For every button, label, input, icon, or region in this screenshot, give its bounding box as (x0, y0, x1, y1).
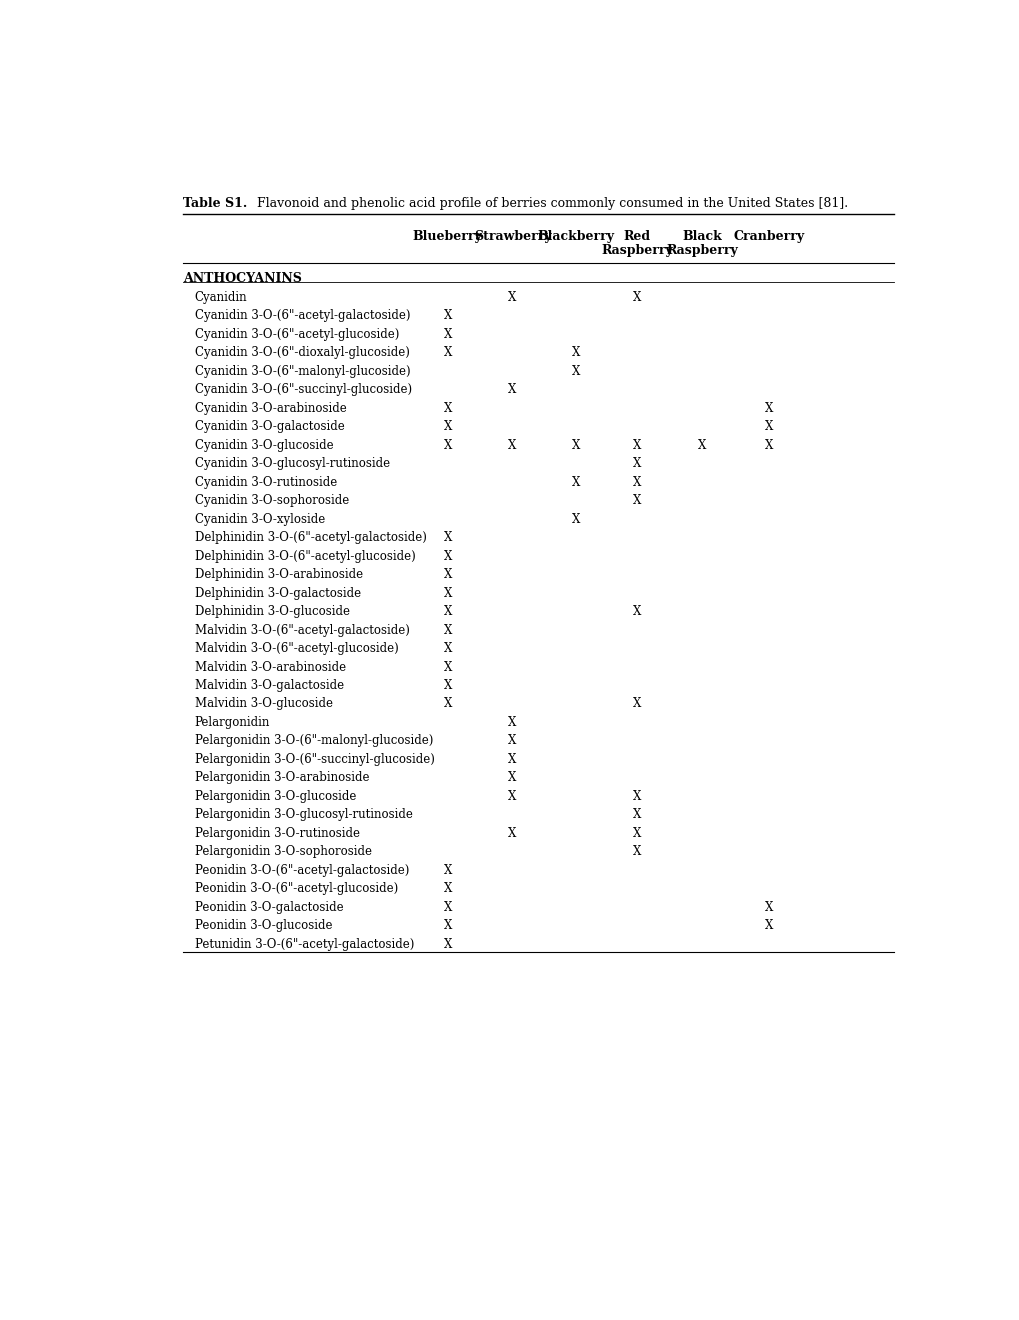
Text: Peonidin 3-O-galactoside: Peonidin 3-O-galactoside (195, 902, 343, 913)
Text: X: X (507, 828, 517, 840)
Text: X: X (443, 865, 451, 876)
Text: Raspberry: Raspberry (665, 244, 738, 257)
Text: X: X (697, 438, 706, 451)
Text: Cyanidin: Cyanidin (195, 290, 247, 304)
Text: X: X (633, 494, 641, 507)
Text: X: X (443, 623, 451, 636)
Text: X: X (571, 364, 580, 378)
Text: X: X (443, 531, 451, 544)
Text: X: X (443, 586, 451, 599)
Text: X: X (443, 642, 451, 655)
Text: X: X (443, 568, 451, 581)
Text: Cyanidin 3-O-glucoside: Cyanidin 3-O-glucoside (195, 438, 333, 451)
Text: Black: Black (682, 230, 721, 243)
Text: X: X (507, 771, 517, 784)
Text: Delphinidin 3-O-(6"-acetyl-galactoside): Delphinidin 3-O-(6"-acetyl-galactoside) (195, 531, 426, 544)
Text: X: X (443, 660, 451, 673)
Text: X: X (571, 438, 580, 451)
Text: Malvidin 3-O-(6"-acetyl-glucoside): Malvidin 3-O-(6"-acetyl-glucoside) (195, 642, 398, 655)
Text: Red: Red (624, 230, 650, 243)
Text: Table S1.: Table S1. (182, 197, 247, 210)
Text: X: X (633, 475, 641, 488)
Text: Pelargonidin: Pelargonidin (195, 715, 270, 729)
Text: X: X (633, 290, 641, 304)
Text: X: X (633, 697, 641, 710)
Text: Delphinidin 3-O-galactoside: Delphinidin 3-O-galactoside (195, 586, 361, 599)
Text: Cyanidin 3-O-arabinoside: Cyanidin 3-O-arabinoside (195, 401, 346, 414)
Text: X: X (764, 902, 772, 913)
Text: Blueberry: Blueberry (413, 230, 482, 243)
Text: X: X (443, 309, 451, 322)
Text: X: X (443, 939, 451, 950)
Text: Flavonoid and phenolic acid profile of berries commonly consumed in the United S: Flavonoid and phenolic acid profile of b… (253, 197, 848, 210)
Text: Cyanidin 3-O-(6"-dioxalyl-glucoside): Cyanidin 3-O-(6"-dioxalyl-glucoside) (195, 346, 410, 359)
Text: X: X (443, 346, 451, 359)
Text: X: X (764, 401, 772, 414)
Text: X: X (443, 401, 451, 414)
Text: Pelargonidin 3-O-glucoside: Pelargonidin 3-O-glucoside (195, 789, 356, 803)
Text: Pelargonidin 3-O-(6"-malonyl-glucoside): Pelargonidin 3-O-(6"-malonyl-glucoside) (195, 734, 433, 747)
Text: Delphinidin 3-O-(6"-acetyl-glucoside): Delphinidin 3-O-(6"-acetyl-glucoside) (195, 549, 415, 562)
Text: X: X (507, 752, 517, 766)
Text: Strawberry: Strawberry (473, 230, 550, 243)
Text: X: X (633, 789, 641, 803)
Text: Malvidin 3-O-arabinoside: Malvidin 3-O-arabinoside (195, 660, 345, 673)
Text: Petunidin 3-O-(6"-acetyl-galactoside): Petunidin 3-O-(6"-acetyl-galactoside) (195, 939, 414, 950)
Text: Pelargonidin 3-O-sophoroside: Pelargonidin 3-O-sophoroside (195, 846, 371, 858)
Text: Delphinidin 3-O-arabinoside: Delphinidin 3-O-arabinoside (195, 568, 363, 581)
Text: X: X (443, 327, 451, 341)
Text: X: X (507, 383, 517, 396)
Text: Malvidin 3-O-galactoside: Malvidin 3-O-galactoside (195, 678, 343, 692)
Text: Peonidin 3-O-(6"-acetyl-glucoside): Peonidin 3-O-(6"-acetyl-glucoside) (195, 883, 397, 895)
Text: X: X (633, 808, 641, 821)
Text: X: X (571, 346, 580, 359)
Text: X: X (764, 438, 772, 451)
Text: X: X (633, 457, 641, 470)
Text: Malvidin 3-O-glucoside: Malvidin 3-O-glucoside (195, 697, 332, 710)
Text: X: X (633, 438, 641, 451)
Text: Malvidin 3-O-(6"-acetyl-galactoside): Malvidin 3-O-(6"-acetyl-galactoside) (195, 623, 410, 636)
Text: Cyanidin 3-O-glucosyl-rutinoside: Cyanidin 3-O-glucosyl-rutinoside (195, 457, 389, 470)
Text: Raspberry: Raspberry (601, 244, 673, 257)
Text: Cyanidin 3-O-galactoside: Cyanidin 3-O-galactoside (195, 420, 344, 433)
Text: X: X (571, 512, 580, 525)
Text: Cyanidin 3-O-rutinoside: Cyanidin 3-O-rutinoside (195, 475, 336, 488)
Text: X: X (633, 605, 641, 618)
Text: X: X (443, 902, 451, 913)
Text: Peonidin 3-O-glucoside: Peonidin 3-O-glucoside (195, 920, 332, 932)
Text: X: X (443, 438, 451, 451)
Text: Pelargonidin 3-O-glucosyl-rutinoside: Pelargonidin 3-O-glucosyl-rutinoside (195, 808, 412, 821)
Text: Pelargonidin 3-O-(6"-succinyl-glucoside): Pelargonidin 3-O-(6"-succinyl-glucoside) (195, 752, 434, 766)
Text: Delphinidin 3-O-glucoside: Delphinidin 3-O-glucoside (195, 605, 350, 618)
Text: Cranberry: Cranberry (733, 230, 804, 243)
Text: X: X (443, 920, 451, 932)
Text: X: X (443, 549, 451, 562)
Text: Cyanidin 3-O-xyloside: Cyanidin 3-O-xyloside (195, 512, 325, 525)
Text: X: X (633, 828, 641, 840)
Text: X: X (507, 734, 517, 747)
Text: Cyanidin 3-O-(6"-acetyl-galactoside): Cyanidin 3-O-(6"-acetyl-galactoside) (195, 309, 410, 322)
Text: X: X (443, 420, 451, 433)
Text: Pelargonidin 3-O-rutinoside: Pelargonidin 3-O-rutinoside (195, 828, 360, 840)
Text: Cyanidin 3-O-sophoroside: Cyanidin 3-O-sophoroside (195, 494, 348, 507)
Text: Cyanidin 3-O-(6"-acetyl-glucoside): Cyanidin 3-O-(6"-acetyl-glucoside) (195, 327, 398, 341)
Text: X: X (764, 420, 772, 433)
Text: X: X (507, 438, 517, 451)
Text: X: X (443, 605, 451, 618)
Text: X: X (764, 920, 772, 932)
Text: Blackberry: Blackberry (537, 230, 613, 243)
Text: Cyanidin 3-O-(6"-succinyl-glucoside): Cyanidin 3-O-(6"-succinyl-glucoside) (195, 383, 412, 396)
Text: X: X (443, 883, 451, 895)
Text: X: X (571, 475, 580, 488)
Text: X: X (633, 846, 641, 858)
Text: X: X (507, 715, 517, 729)
Text: X: X (507, 789, 517, 803)
Text: X: X (507, 290, 517, 304)
Text: Peonidin 3-O-(6"-acetyl-galactoside): Peonidin 3-O-(6"-acetyl-galactoside) (195, 865, 409, 876)
Text: Pelargonidin 3-O-arabinoside: Pelargonidin 3-O-arabinoside (195, 771, 369, 784)
Text: X: X (443, 697, 451, 710)
Text: X: X (443, 678, 451, 692)
Text: ANTHOCYANINS: ANTHOCYANINS (182, 272, 302, 285)
Text: Cyanidin 3-O-(6"-malonyl-glucoside): Cyanidin 3-O-(6"-malonyl-glucoside) (195, 364, 410, 378)
